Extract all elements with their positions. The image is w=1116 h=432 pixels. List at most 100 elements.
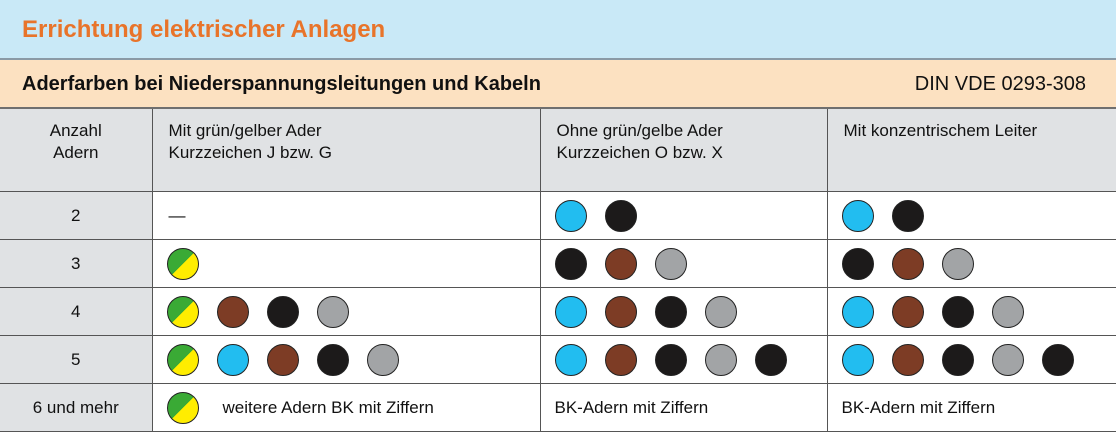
cell-content xyxy=(541,336,827,383)
cell-with-gnye: weitere Adern BK mit Ziffern xyxy=(152,384,540,432)
table-row: 2— xyxy=(0,192,1116,240)
header-count: Anzahl Adern xyxy=(0,109,152,192)
core-count-cell: 4 xyxy=(0,288,152,336)
table-row: 3 xyxy=(0,240,1116,288)
core-color-bu-icon xyxy=(217,344,249,376)
core-count-cell: 3 xyxy=(0,240,152,288)
table-header-row: Anzahl Adern Mit grün/gelber Ader Kurzze… xyxy=(0,109,1116,192)
core-color-bk-icon xyxy=(892,200,924,232)
core-count-cell: 2 xyxy=(0,192,152,240)
header-count-line-2: Adern xyxy=(0,142,152,164)
cell-note: BK-Adern mit Ziffern xyxy=(842,398,996,418)
core-color-bu-icon xyxy=(842,200,874,232)
core-color-bu-icon xyxy=(555,344,587,376)
header-concentric: Mit konzentrischem Leiter xyxy=(827,109,1116,192)
cell-note: weitere Adern BK mit Ziffern xyxy=(223,398,434,418)
core-color-gy-icon xyxy=(942,248,974,280)
core-color-bk-icon xyxy=(267,296,299,328)
header-concentric-line-1: Mit konzentrischem Leiter xyxy=(844,120,1116,142)
cell-concentric xyxy=(827,192,1116,240)
core-color-bn-icon xyxy=(892,296,924,328)
table-row: 6 und mehr weitere Adern BK mit Ziffern BK… xyxy=(0,384,1116,432)
core-color-gy-icon xyxy=(367,344,399,376)
header-with-gnye-line-1: Mit grün/gelber Ader xyxy=(169,120,540,142)
core-color-gy-icon xyxy=(992,296,1024,328)
table-row: 4 xyxy=(0,288,1116,336)
core-color-bn-icon xyxy=(892,248,924,280)
core-color-bk-icon xyxy=(317,344,349,376)
core-count-cell: 5 xyxy=(0,336,152,384)
cell-with-gnye xyxy=(152,288,540,336)
cell-content: BK-Adern mit Ziffern xyxy=(828,384,1116,431)
core-color-bk-icon xyxy=(755,344,787,376)
core-color-bk-icon xyxy=(555,248,587,280)
core-count-cell: 6 und mehr xyxy=(0,384,152,432)
cell-content xyxy=(541,288,827,335)
cell-content: weitere Adern BK mit Ziffern xyxy=(153,384,540,431)
core-color-bk-icon xyxy=(842,248,874,280)
cell-content xyxy=(541,240,827,287)
cell-content xyxy=(153,288,540,335)
cell-concentric xyxy=(827,288,1116,336)
cell-content xyxy=(153,240,540,287)
core-color-bn-icon xyxy=(605,344,637,376)
title-band: Errichtung elektrischer Anlagen xyxy=(0,0,1116,60)
table-row: 5 xyxy=(0,336,1116,384)
standard-reference: DIN VDE 0293-308 xyxy=(915,73,1086,96)
page-title: Errichtung elektrischer Anlagen xyxy=(22,16,385,44)
core-color-bn-icon xyxy=(267,344,299,376)
cell-content: — xyxy=(153,192,540,239)
table-subtitle: Aderfarben bei Niederspannungsleitungen … xyxy=(22,73,541,96)
cell-content xyxy=(828,336,1116,383)
cell-content: BK-Adern mit Ziffern xyxy=(541,384,827,431)
core-color-gy-icon xyxy=(317,296,349,328)
core-color-gy-icon xyxy=(705,344,737,376)
header-without-gnye-line-2: Kurzzeichen O bzw. X xyxy=(557,142,827,164)
core-color-gnye-icon xyxy=(167,344,199,376)
cell-without-gnye xyxy=(540,288,827,336)
core-color-table: Anzahl Adern Mit grün/gelber Ader Kurzze… xyxy=(0,109,1116,432)
cell-without-gnye: BK-Adern mit Ziffern xyxy=(540,384,827,432)
core-color-gnye-icon xyxy=(167,296,199,328)
page: Errichtung elektrischer Anlagen Aderfarb… xyxy=(0,0,1116,420)
core-color-gy-icon xyxy=(705,296,737,328)
cell-concentric xyxy=(827,336,1116,384)
core-color-bu-icon xyxy=(842,344,874,376)
core-color-bn-icon xyxy=(605,248,637,280)
cell-content xyxy=(828,288,1116,335)
not-applicable-dash: — xyxy=(167,206,186,226)
cell-concentric: BK-Adern mit Ziffern xyxy=(827,384,1116,432)
header-count-line-1: Anzahl xyxy=(0,120,152,142)
cell-content xyxy=(153,336,540,383)
cell-note: BK-Adern mit Ziffern xyxy=(555,398,709,418)
cell-with-gnye xyxy=(152,240,540,288)
core-color-bk-icon xyxy=(942,344,974,376)
cell-with-gnye xyxy=(152,336,540,384)
cell-content xyxy=(541,192,827,239)
core-color-bn-icon xyxy=(605,296,637,328)
core-color-gnye-icon xyxy=(167,392,199,424)
core-color-gy-icon xyxy=(992,344,1024,376)
core-color-bn-icon xyxy=(892,344,924,376)
cell-with-gnye: — xyxy=(152,192,540,240)
cell-without-gnye xyxy=(540,192,827,240)
header-with-gnye-line-2: Kurzzeichen J bzw. G xyxy=(169,142,540,164)
cell-without-gnye xyxy=(540,336,827,384)
cell-without-gnye xyxy=(540,240,827,288)
core-color-bk-icon xyxy=(655,296,687,328)
core-color-gy-icon xyxy=(655,248,687,280)
subtitle-band: Aderfarben bei Niederspannungsleitungen … xyxy=(0,60,1116,109)
cell-content xyxy=(828,240,1116,287)
cell-concentric xyxy=(827,240,1116,288)
core-color-gnye-icon xyxy=(167,248,199,280)
core-color-bu-icon xyxy=(842,296,874,328)
core-color-bu-icon xyxy=(555,296,587,328)
core-color-bu-icon xyxy=(555,200,587,232)
header-with-gnye: Mit grün/gelber Ader Kurzzeichen J bzw. … xyxy=(152,109,540,192)
core-color-bk-icon xyxy=(1042,344,1074,376)
header-without-gnye: Ohne grün/gelbe Ader Kurzzeichen O bzw. … xyxy=(540,109,827,192)
core-color-bn-icon xyxy=(217,296,249,328)
header-without-gnye-line-1: Ohne grün/gelbe Ader xyxy=(557,120,827,142)
core-color-bk-icon xyxy=(942,296,974,328)
core-color-bk-icon xyxy=(605,200,637,232)
